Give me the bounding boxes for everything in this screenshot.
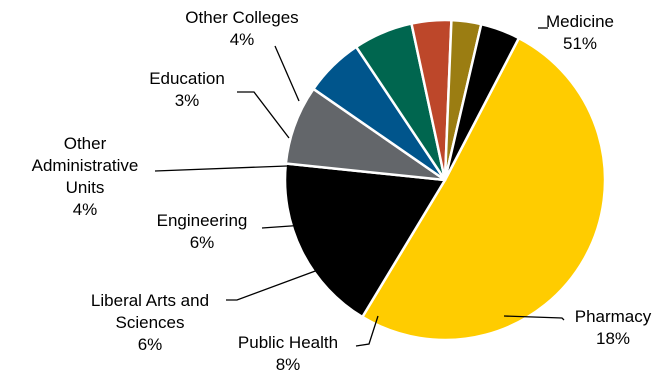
data-label-public-health: Public Health 8%	[238, 333, 338, 374]
leader-line-other-administrative-units	[154, 165, 288, 172]
data-label-other-colleges: Other Colleges 4%	[185, 8, 298, 49]
pie-slice-medicine	[361, 36, 607, 342]
pie-slice-other-colleges	[443, 22, 521, 182]
leader-line-liberal-arts-and-sciences	[226, 269, 319, 301]
data-label-liberal-arts-and-sciences: Liberal Arts and Sciences 6%	[91, 291, 209, 354]
data-label-other-administrative-units: Other Administrative Units 4%	[32, 134, 139, 219]
leader-line-public-health	[355, 315, 379, 347]
data-label-engineering: Engineering 6%	[157, 211, 248, 252]
leader-line-other-colleges	[274, 45, 300, 102]
labels-layer: Medicine 51% Pharmacy 18% Public Health 8% Lib…	[32, 8, 652, 374]
leader-line-engineering	[261, 224, 306, 229]
leader-line-education	[237, 91, 290, 139]
data-label-medicine: Medicine 51%	[546, 12, 614, 53]
leader-lines-layer	[154, 27, 565, 347]
data-label-education: Education 3%	[149, 69, 225, 110]
slices-layer	[283, 18, 607, 342]
leader-line-pharmacy	[503, 315, 565, 321]
data-label-pharmacy: Pharmacy 18%	[575, 307, 652, 348]
pie-slice-pharmacy	[283, 162, 447, 319]
